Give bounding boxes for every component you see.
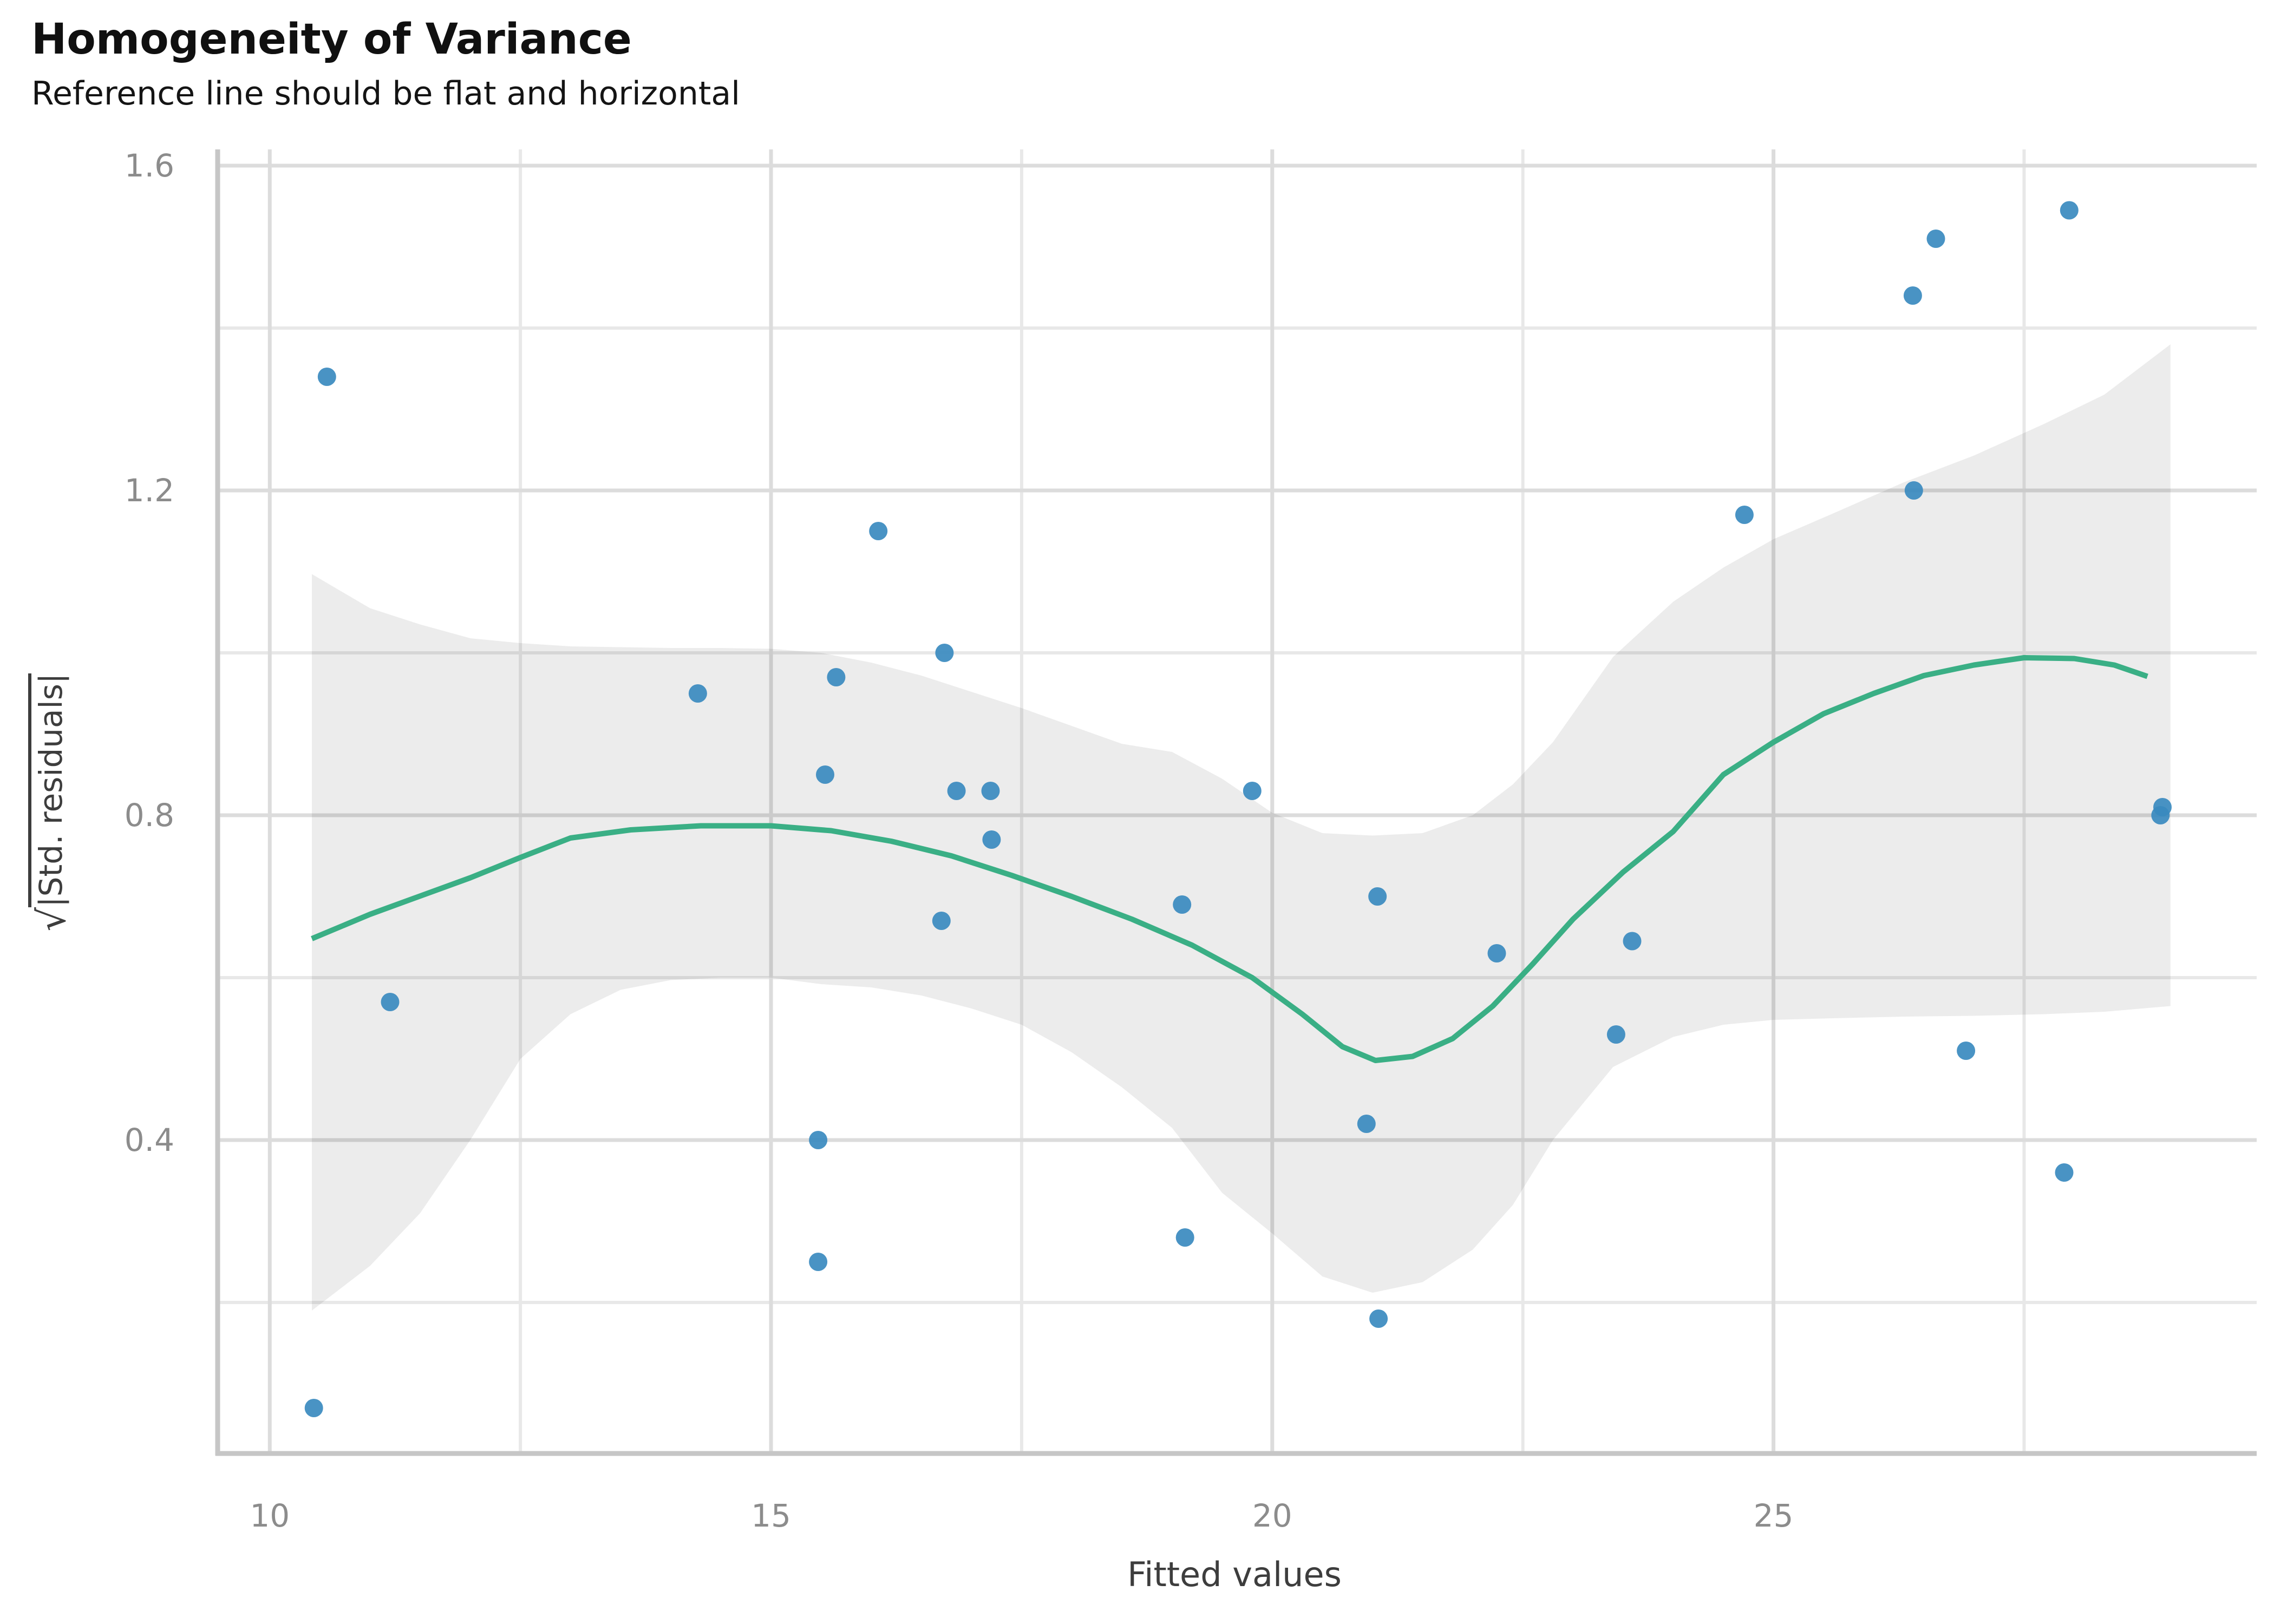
data-point — [317, 368, 336, 386]
data-point — [809, 1131, 828, 1149]
data-point — [1368, 887, 1387, 906]
y-tick-label: 0.8 — [125, 797, 174, 834]
data-point — [981, 782, 1000, 800]
data-point — [1487, 944, 1506, 962]
tick-labels: 1.6 1.2 0.8 0.4 10 15 20 25 — [125, 147, 1794, 1534]
sqrt-radical-glyph: √ — [30, 907, 74, 932]
data-point — [982, 830, 1001, 849]
data-point — [816, 765, 834, 784]
x-axis-title-text: Fitted values — [1127, 1555, 1342, 1594]
data-point — [1904, 481, 1923, 500]
x-tick-label: 20 — [1252, 1497, 1292, 1534]
data-point — [1903, 286, 1922, 305]
x-tick-label: 15 — [751, 1497, 791, 1534]
data-point — [1957, 1042, 1976, 1060]
data-point — [2055, 1163, 2074, 1182]
data-point — [1926, 230, 1945, 248]
y-tick-label: 0.4 — [125, 1122, 174, 1158]
y-axis-title: √|Std. residuals| — [28, 569, 79, 1035]
data-point — [304, 1399, 323, 1417]
scatter-points — [304, 201, 2172, 1417]
data-point — [2153, 798, 2172, 816]
x-tick-label: 25 — [1754, 1497, 1794, 1534]
data-point — [1175, 1228, 1194, 1247]
smooth-reference-line — [311, 655, 2148, 1063]
data-point — [935, 644, 954, 662]
data-point — [1243, 782, 1262, 800]
x-tick-label: 10 — [250, 1497, 290, 1534]
confidence-band — [312, 344, 2171, 1311]
data-point — [809, 1253, 828, 1271]
axis-lines — [215, 149, 2257, 1456]
data-point — [1623, 932, 1642, 951]
confidence-band-polygon — [312, 344, 2171, 1311]
y-tick-label: 1.6 — [125, 147, 174, 184]
y-tick-label: 1.2 — [125, 472, 174, 509]
data-point — [381, 993, 400, 1011]
smooth-line-path — [311, 655, 2148, 1063]
data-point — [932, 912, 951, 930]
data-point — [869, 522, 888, 540]
plot-subtitle: Reference line should be flat and horizo… — [31, 75, 740, 113]
data-point — [1735, 506, 1754, 524]
data-point — [1606, 1025, 1625, 1044]
data-point — [947, 782, 966, 800]
y-axis-title-text: |Std. residuals| — [28, 673, 69, 907]
x-axis-title: Fitted values — [0, 1555, 2274, 1594]
data-point — [688, 684, 707, 703]
data-point — [1369, 1309, 1388, 1328]
data-point — [1173, 895, 1192, 914]
plot-title: Homogeneity of Variance — [31, 15, 632, 64]
data-point — [827, 668, 846, 686]
data-point — [2060, 201, 2079, 220]
data-point — [1357, 1115, 1376, 1133]
